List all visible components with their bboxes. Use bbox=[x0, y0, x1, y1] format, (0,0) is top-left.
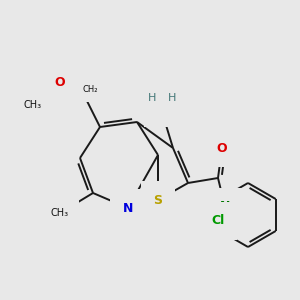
Text: S: S bbox=[154, 194, 163, 206]
Text: H: H bbox=[221, 216, 229, 226]
Text: N: N bbox=[157, 101, 167, 115]
Text: CH₂: CH₂ bbox=[82, 85, 98, 94]
Text: CH₃: CH₃ bbox=[51, 208, 69, 218]
Text: H: H bbox=[148, 93, 156, 103]
Text: Cl: Cl bbox=[212, 214, 225, 227]
Text: methoxy: methoxy bbox=[22, 97, 52, 103]
Text: H: H bbox=[168, 93, 176, 103]
Text: N: N bbox=[123, 202, 133, 214]
Text: O: O bbox=[55, 76, 65, 88]
Text: CH₃: CH₃ bbox=[24, 100, 42, 110]
Text: O: O bbox=[217, 142, 227, 154]
Text: N: N bbox=[220, 200, 230, 214]
